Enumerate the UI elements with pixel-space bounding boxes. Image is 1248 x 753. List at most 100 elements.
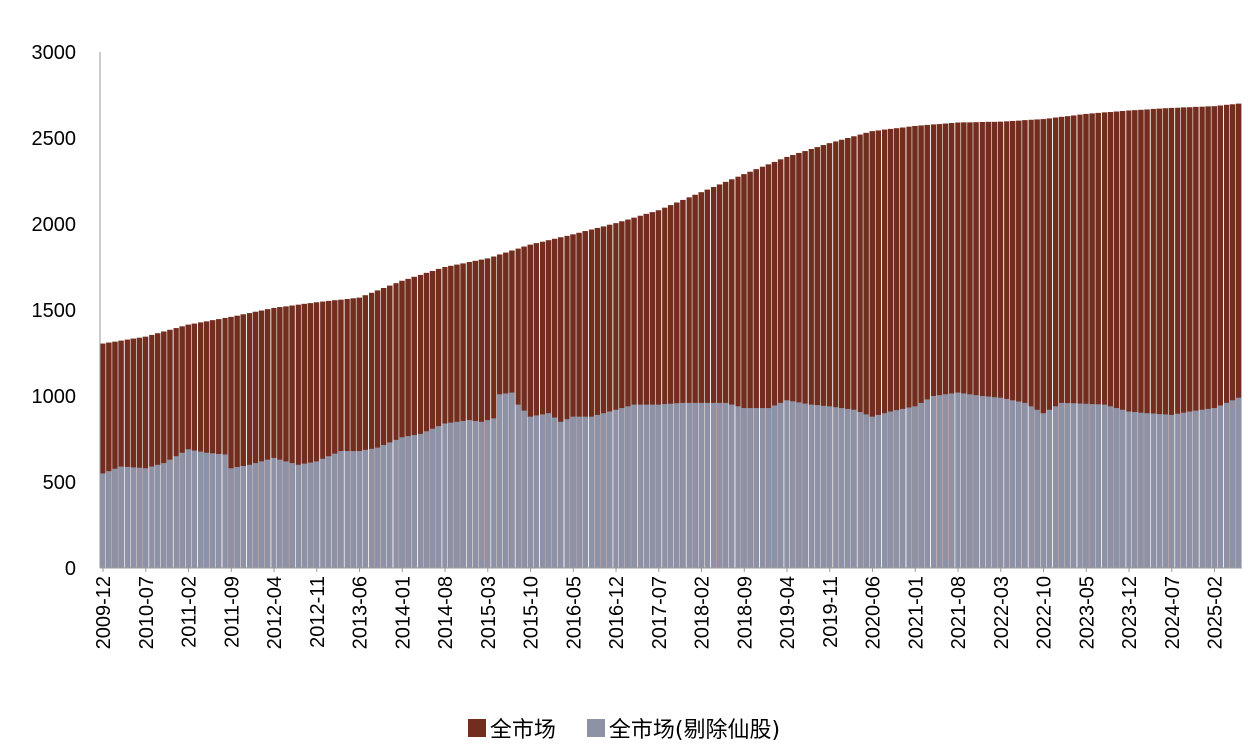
bar-all-market-2011-08: [222, 317, 228, 568]
bar-all-market-2012-12: [319, 301, 326, 568]
x-tick-label: 2014-01: [392, 576, 414, 649]
bar-all-market-2023-01: [1058, 116, 1065, 568]
bar-ex-shell-2010-12: [173, 456, 179, 568]
bar-all-market-2021-02: [918, 125, 924, 568]
bar-ex-shell-2014-02: [405, 436, 411, 568]
bar-all-market-2012-08: [295, 304, 301, 568]
bar-ex-shell-2013-06: [356, 451, 362, 568]
bar-all-market-2014-02: [405, 278, 411, 568]
bar-ex-shell-2025-02: [1211, 408, 1217, 568]
bar-all-market-2021-06: [942, 123, 949, 569]
bar-ex-shell-2020-09: [887, 411, 894, 568]
bar-all-market-2017-08: [661, 207, 668, 568]
bar-all-market-2022-09: [1034, 119, 1040, 569]
bar-ex-shell-2018-12: [759, 408, 766, 568]
bar-ex-shell-2021-02: [918, 402, 924, 568]
x-tick-label: 2019-11: [820, 576, 842, 648]
bar-ex-shell-2012-03: [264, 459, 271, 568]
x-tick-label: 2016-12: [606, 576, 628, 649]
bar-all-market-2021-05: [936, 124, 943, 568]
bar-all-market-2015-02: [478, 259, 485, 568]
bar-ex-shell-2014-10: [454, 421, 460, 568]
y-tick-label: 500: [43, 472, 76, 494]
bar-ex-shell-2011-05: [203, 452, 210, 568]
bar-all-market-2018-03: [704, 189, 711, 568]
bar-all-market-2018-12: [759, 166, 766, 568]
bar-all-market-2017-09: [667, 205, 674, 568]
x-tick-label: 2025-02: [1205, 576, 1227, 649]
bar-ex-shell-2019-04: [783, 400, 790, 568]
bar-ex-shell-2015-03: [484, 420, 491, 568]
bar-ex-shell-2020-01: [838, 408, 845, 568]
bar-all-market-2019-04: [783, 156, 790, 569]
bar-ex-shell-2022-01: [985, 396, 992, 568]
bar-ex-shell-2022-08: [1028, 406, 1034, 568]
bar-all-market-2016-08: [588, 229, 595, 568]
bar-all-market-2016-09: [594, 227, 601, 568]
bar-ex-shell-2020-06: [869, 416, 875, 568]
bar-ex-shell-2015-05: [496, 394, 503, 568]
bar-ex-shell-2011-07: [216, 453, 222, 568]
bar-all-market-2018-09: [741, 174, 747, 568]
x-tick-label: 2011-09: [221, 576, 243, 648]
bar-all-market-2017-02: [625, 219, 631, 568]
x-tick-label: 2023-05: [1076, 576, 1098, 649]
bar-ex-shell-2011-06: [209, 453, 216, 568]
bar-all-market-2022-05: [1009, 120, 1016, 568]
y-tick-label: 2000: [32, 214, 77, 236]
legend-label-all-market: 全市场: [489, 718, 556, 743]
bar-all-market-2014-06: [429, 270, 436, 568]
bar-ex-shell-2010-03: [118, 466, 124, 568]
bar-ex-shell-2010-10: [161, 463, 167, 568]
bar-all-market-2018-02: [698, 192, 704, 568]
bar-all-market-2010-11: [167, 329, 173, 568]
bar-all-market-2016-01: [545, 240, 552, 569]
bar-ex-shell-2021-09: [961, 393, 967, 568]
bar-ex-shell-2019-10: [820, 405, 827, 568]
bar-all-market-2015-03: [484, 258, 491, 568]
bar-all-market-2021-08: [954, 122, 961, 569]
bar-ex-shell-2023-09: [1107, 406, 1114, 568]
bar-ex-shell-2017-12: [686, 402, 692, 568]
bar-all-market-2014-12: [466, 262, 472, 568]
bar-all-market-2015-11: [533, 243, 540, 568]
x-tick-label: 2009-12: [93, 576, 115, 649]
bar-all-market-2025-05: [1229, 104, 1236, 568]
bar-all-market-2023-07: [1095, 112, 1101, 568]
bar-ex-shell-2014-03: [411, 435, 417, 568]
bar-all-market-2021-01: [912, 125, 918, 569]
bar-ex-shell-2020-12: [906, 407, 912, 568]
bar-all-market-2014-11: [460, 263, 466, 568]
bar-ex-shell-2012-07: [289, 463, 295, 568]
bar-ex-shell-2013-10: [380, 445, 387, 568]
bar-all-market-2017-04: [637, 215, 643, 569]
bar-all-market-2014-05: [423, 272, 430, 568]
bar-ex-shell-2012-12: [319, 458, 326, 568]
bar-chart: 0 500 1000 1500 2000 2500 3000 2009-12 2010-07 20…: [32, 42, 1242, 649]
x-tick-label: 2021-01: [905, 576, 927, 649]
bar-ex-shell-2024-10: [1187, 411, 1193, 568]
bar-all-market-2016-12: [612, 223, 619, 568]
bar-all-market-2017-07: [655, 210, 662, 569]
bar-all-market-2013-05: [350, 298, 356, 568]
bar-ex-shell-2016-09: [594, 414, 601, 568]
bar-all-market-2022-01: [985, 121, 992, 568]
bar-ex-shell-2015-08: [515, 404, 521, 568]
bar-all-market-2017-03: [631, 217, 637, 568]
bar-all-market-2022-12: [1052, 117, 1059, 568]
bar-ex-shell-2024-12: [1199, 409, 1205, 568]
bar-ex-shell-2010-09: [154, 464, 161, 568]
bar-all-market-2014-04: [417, 274, 424, 568]
bar-ex-shell-2021-12: [979, 396, 985, 568]
bar-ex-shell-2015-10: [527, 416, 533, 568]
bar-all-market-2012-10: [307, 303, 314, 568]
bar-all-market-2016-05: [570, 234, 576, 568]
bar-all-market-2014-03: [411, 276, 417, 568]
bar-ex-shell-2013-08: [368, 448, 375, 568]
bar-ex-shell-2018-01: [692, 402, 698, 568]
bar-all-market-2024-06: [1162, 108, 1169, 569]
bar-ex-shell-2011-08: [222, 454, 228, 568]
bar-all-market-2018-08: [735, 176, 741, 568]
bar-ex-shell-2013-11: [387, 442, 393, 568]
bar-all-market-2020-01: [838, 139, 845, 568]
